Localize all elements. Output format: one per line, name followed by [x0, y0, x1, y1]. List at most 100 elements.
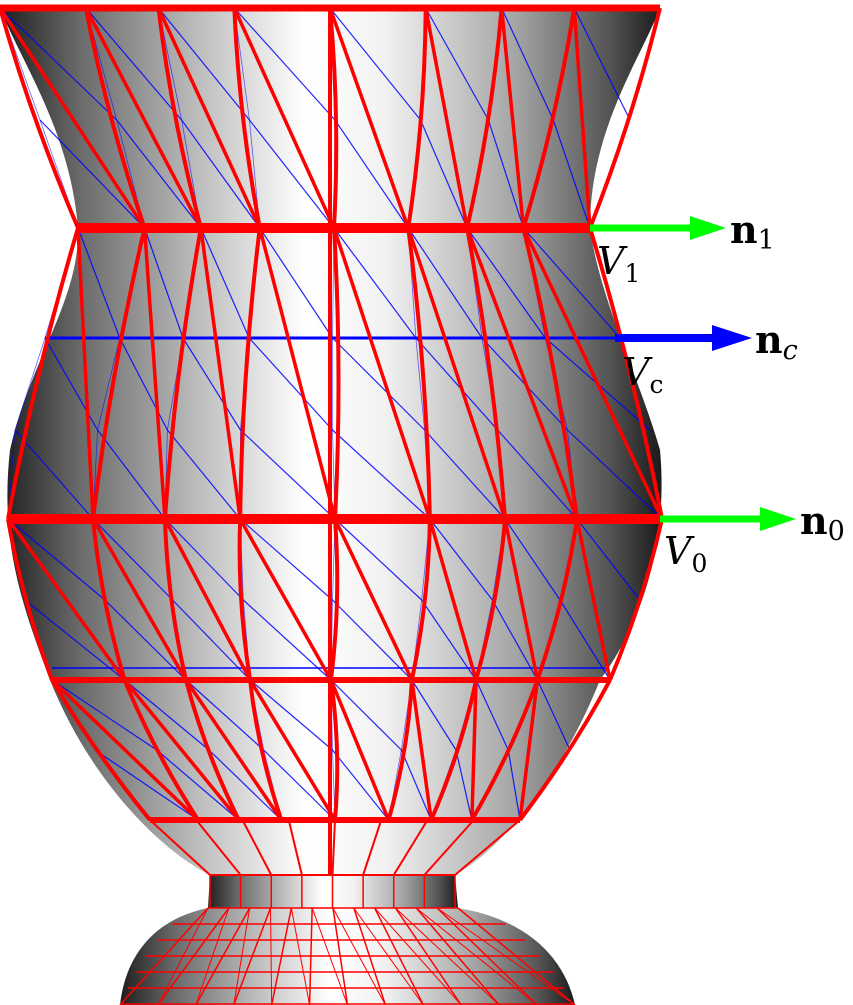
red-mesh-edge: [428, 518, 478, 681]
red-mesh-edge: [156, 7, 203, 229]
base-edge: [374, 907, 462, 1005]
base-edge: [233, 907, 272, 1005]
blue-mesh-edge: [329, 7, 422, 121]
red-mesh-edge: [50, 678, 200, 822]
label-n0: n0: [800, 498, 845, 547]
red-mesh-lines: [0, 4, 664, 876]
blue-mesh-edge: [182, 337, 241, 431]
red-mesh-edge: [149, 819, 211, 876]
red-mesh-edge: [423, 819, 475, 876]
red-mesh-edge: [163, 518, 252, 681]
base-edge: [373, 907, 425, 1005]
blue-mesh-edge: [24, 599, 125, 681]
blue-mesh-edge: [39, 119, 145, 229]
red-mesh-edge: [91, 518, 127, 681]
blue-mesh-edge: [97, 337, 121, 431]
blue-mesh-edge: [429, 518, 493, 601]
red-mesh-edge: [329, 518, 340, 681]
blue-mesh-edge: [411, 679, 457, 751]
blue-mesh-edge: [248, 119, 335, 229]
red-mesh-edge: [474, 518, 508, 681]
blue-mesh-edge: [104, 599, 187, 681]
base-edge: [157, 907, 209, 1005]
red-mesh-edge: [333, 518, 414, 681]
red-mesh-edge: [183, 679, 241, 821]
blue-mesh-edge: [7, 518, 106, 601]
blue-mesh-edge: [400, 749, 432, 821]
red-mesh-edge: [238, 227, 262, 520]
red-mesh-edge: [588, 227, 664, 520]
red-mesh-edge: [162, 227, 203, 520]
base-edge: [119, 907, 209, 1005]
red-mesh-edge: [521, 227, 664, 520]
blue-mesh-edge: [143, 227, 184, 339]
red-mesh-edge: [406, 7, 428, 229]
arrow-n1-head-icon: [690, 216, 726, 240]
blue-mesh-edge: [124, 679, 210, 751]
blue-mesh-edge: [332, 599, 413, 681]
blue-mesh-edge: [200, 227, 250, 339]
blue-mesh-edge: [501, 7, 554, 121]
label-v0: V0: [664, 529, 707, 578]
red-mesh-edge: [50, 678, 152, 822]
base-edge: [436, 907, 538, 1005]
red-mesh-edge: [123, 678, 241, 822]
blue-mesh-edge: [425, 7, 489, 121]
red-mesh-edge: [362, 819, 383, 876]
blue-mesh-edge: [157, 7, 250, 121]
red-mesh-edge: [588, 7, 662, 229]
base-edge: [308, 907, 313, 1005]
label-v1: V1: [597, 239, 640, 288]
red-mesh-edge: [6, 518, 54, 681]
blue-mesh-edge: [119, 337, 168, 431]
label-n1: n1: [730, 207, 775, 256]
blue-mesh-edge: [455, 749, 473, 821]
blue-mesh-edge: [573, 7, 631, 121]
blue-mesh-edge: [424, 429, 506, 520]
blue-mesh-edge: [333, 227, 417, 339]
blue-mesh-edge: [94, 749, 199, 821]
blue-mesh-edge: [249, 679, 333, 751]
red-mesh-edge: [499, 7, 526, 229]
blue-mesh-edge: [466, 227, 546, 339]
blue-mesh-edge: [208, 749, 282, 821]
red-mesh-edge: [521, 7, 577, 229]
red-mesh-edge: [328, 7, 339, 229]
red-mesh-edge: [332, 227, 432, 520]
red-mesh-edge: [392, 819, 429, 876]
blue-mesh-edge: [334, 518, 423, 601]
blue-mesh-edge: [156, 749, 240, 821]
base-edge: [395, 907, 500, 1005]
blue-mesh-edge: [507, 749, 521, 821]
red-mesh-edge: [0, 7, 147, 229]
red-mesh-edge: [572, 7, 592, 229]
red-mesh-edge: [91, 227, 147, 520]
base-edge: [416, 907, 538, 1005]
red-mesh-edge: [329, 679, 391, 821]
blue-mesh-edge: [116, 119, 202, 229]
blue-mesh-edge: [407, 227, 483, 339]
blue-mesh-edge: [559, 599, 611, 681]
red-mesh-edge: [535, 518, 579, 681]
base-edge: [436, 907, 576, 1005]
red-mesh-edge: [518, 679, 540, 821]
label-vc: Vc: [622, 350, 663, 399]
red-mesh-edge: [122, 679, 200, 822]
red-mesh-edge: [470, 679, 478, 821]
red-mesh-edge: [237, 518, 253, 681]
red-mesh-edge: [331, 819, 336, 876]
blue-mesh-edge: [332, 337, 425, 431]
red-mesh-edge: [406, 227, 507, 520]
red-mesh-edge: [575, 518, 612, 681]
blue-mesh-edge: [85, 7, 183, 121]
blue-mesh-edge: [14, 337, 46, 431]
arrow-nc-head-icon: [712, 325, 752, 351]
blue-mesh-edge: [330, 679, 402, 751]
blue-mesh-edge: [166, 429, 241, 520]
red-mesh-edge: [199, 227, 242, 520]
blue-mesh-edge: [415, 337, 425, 431]
red-mesh-edge: [6, 517, 126, 682]
blue-mesh-edge: [567, 429, 663, 520]
red-mesh-edge: [608, 518, 664, 681]
